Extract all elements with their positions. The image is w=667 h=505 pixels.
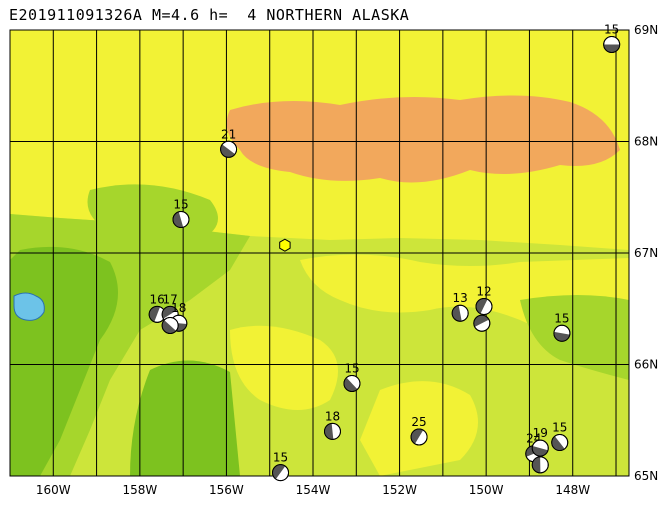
beachball-quadrant — [272, 464, 286, 480]
focal-mechanism: 15 — [553, 311, 571, 342]
lake — [13, 292, 45, 321]
beachball-outline — [531, 439, 549, 457]
beachball-quadrant — [411, 428, 424, 444]
beachball-quadrant — [162, 320, 177, 334]
beachball-outline — [551, 434, 569, 452]
beachball-outline — [531, 456, 549, 474]
beachball-outline — [343, 374, 361, 392]
lon-tick-label: 158W — [122, 483, 157, 497]
beachball-quadrant — [343, 377, 358, 392]
mechanism-depth-label: 15 — [552, 421, 567, 435]
mechanism-depth-label: 15 — [173, 198, 188, 212]
beachball-quadrant — [220, 144, 235, 158]
beachball-quadrant — [473, 315, 489, 327]
mechanism-depth-label: 18 — [171, 301, 186, 315]
beachball-outline — [272, 464, 290, 482]
beachball-outline — [475, 298, 493, 316]
focal-mechanism — [473, 314, 491, 332]
beachball-outline — [553, 324, 571, 342]
beachball-quadrant — [532, 456, 541, 473]
lon-tick-label: 148W — [555, 483, 590, 497]
mechanism-depth-label: 25 — [411, 415, 426, 429]
mechanism-depth-label: 21 — [221, 127, 236, 141]
lon-tick-label: 150W — [469, 483, 504, 497]
terrain-highland — [226, 95, 620, 183]
focal-mechanism: 15 — [551, 421, 569, 452]
epicenter-hexagon — [279, 238, 291, 252]
terrain-upland-south — [230, 325, 338, 410]
mechanism-depth-label: 17 — [163, 292, 178, 306]
mechanism-depth-label: 12 — [476, 285, 491, 299]
epicenter-layer — [279, 238, 291, 252]
focal-mechanism: 12 — [475, 285, 493, 316]
terrain-lowland-east — [520, 295, 629, 380]
focal-mechanism: 16 — [148, 292, 166, 323]
beachball-quadrant — [149, 306, 161, 322]
focal-mechanism — [531, 456, 549, 474]
lon-tick-label: 152W — [382, 483, 417, 497]
beachball-outline — [603, 35, 621, 53]
beachball-quadrant — [452, 305, 462, 322]
lon-tick-label: 156W — [209, 483, 244, 497]
beachball-outline — [451, 304, 469, 322]
beachball-quadrant — [475, 298, 488, 314]
beachball-outline — [323, 422, 341, 440]
lat-tick-label: 67N — [634, 246, 658, 260]
beachball-outline — [172, 211, 190, 229]
terrain-valley-south — [130, 360, 240, 476]
beachball-outline — [410, 428, 428, 446]
beachball-quadrant — [532, 446, 548, 457]
focal-mechanism: 25 — [410, 415, 428, 446]
mechanism-depth-label: 19 — [533, 426, 548, 440]
focal-mechanism: 15 — [603, 22, 621, 53]
focal-mechanism: 15 — [343, 361, 361, 392]
focal-mechanism: 13 — [451, 291, 469, 322]
mechanism-depth-label: 15 — [604, 22, 619, 36]
beachball-quadrant — [551, 436, 565, 451]
beachball-quadrant — [172, 211, 184, 228]
focal-mechanism — [161, 316, 179, 334]
mechanism-depth-label: 15 — [554, 311, 569, 325]
terrain-lowland-north — [87, 184, 218, 243]
event-title: E201911091326A M=4.6 h= 4 NORTHERN ALASK… — [9, 6, 410, 24]
lat-tick-label: 69N — [634, 23, 658, 37]
mechanism-depth-label: 16 — [150, 292, 165, 306]
beachball-outline — [473, 314, 491, 332]
beachball-quadrant — [162, 306, 177, 319]
mechanism-depth-label: 15 — [273, 451, 288, 465]
lat-tick-label: 66N — [634, 358, 658, 372]
lat-tick-label: 68N — [634, 135, 658, 149]
focal-mechanism: 21 — [220, 127, 238, 158]
graticule — [10, 30, 629, 476]
focal-mechanism: 15 — [172, 198, 190, 229]
mechanism-depth-label: 13 — [453, 291, 468, 305]
mechanism-depth-label: 15 — [344, 361, 359, 375]
mechanism-depth-label: 18 — [325, 409, 340, 423]
beachball-quadrant — [553, 331, 570, 342]
focal-mechanism: 18 — [323, 409, 341, 440]
beachball-outline — [220, 140, 238, 158]
lon-tick-label: 160W — [36, 483, 71, 497]
lon-tick-label: 154W — [296, 483, 331, 497]
beachball-quadrant — [603, 44, 620, 53]
beachball-quadrant — [324, 423, 334, 440]
lat-tick-label: 65N — [634, 469, 658, 483]
focal-mechanism: 19 — [531, 426, 549, 457]
focal-mechanism: 15 — [272, 451, 290, 482]
axis-labels: 160W 158W 156W 154W 152W 150W 148W 69N 68N 67N 66N… — [36, 23, 658, 497]
beachball-outline — [161, 316, 179, 334]
